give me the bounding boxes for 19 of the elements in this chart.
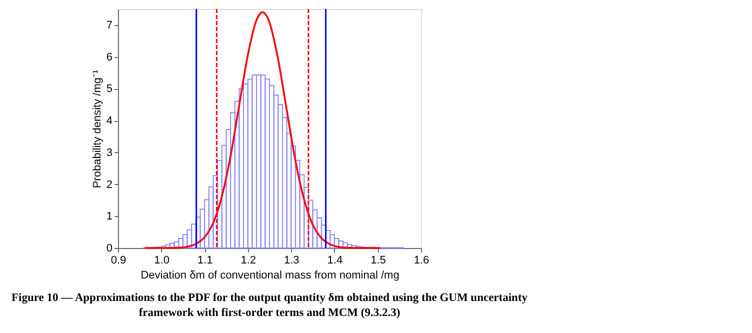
y-axis-title: Probability density /mg⁻¹: [91, 70, 104, 188]
x-tick-label: 1.5: [370, 254, 386, 266]
x-tick-label: 1.3: [284, 254, 300, 266]
y-tick-label: 6: [106, 51, 112, 64]
x-tick-label: 1.1: [197, 254, 213, 266]
y-tick-label: 5: [106, 83, 112, 96]
y-tick-label: 7: [106, 19, 112, 32]
y-tick-label: 0: [106, 242, 112, 254]
y-tick-label: 4: [106, 115, 112, 128]
x-tick-label: 1.0: [154, 254, 170, 266]
y-tick-label: 1: [106, 210, 112, 223]
x-tick-label: 1.4: [327, 254, 343, 266]
x-axis-title: Deviation δm of conventional mass from nominal /mg: [140, 270, 400, 282]
x-tick-label: 1.6: [414, 254, 430, 266]
y-tick-label: 3: [106, 146, 112, 159]
x-tick-label: 0.9: [110, 254, 126, 266]
y-tick-label: 2: [106, 178, 112, 191]
x-tick-label: 1.2: [240, 254, 256, 266]
caption: Figure 10 — Approximations to the PDF for the output quantity δm obtained using the GUM uncertainty framework with first-order terms and MCM (9.3.2.3): [11, 292, 528, 319]
